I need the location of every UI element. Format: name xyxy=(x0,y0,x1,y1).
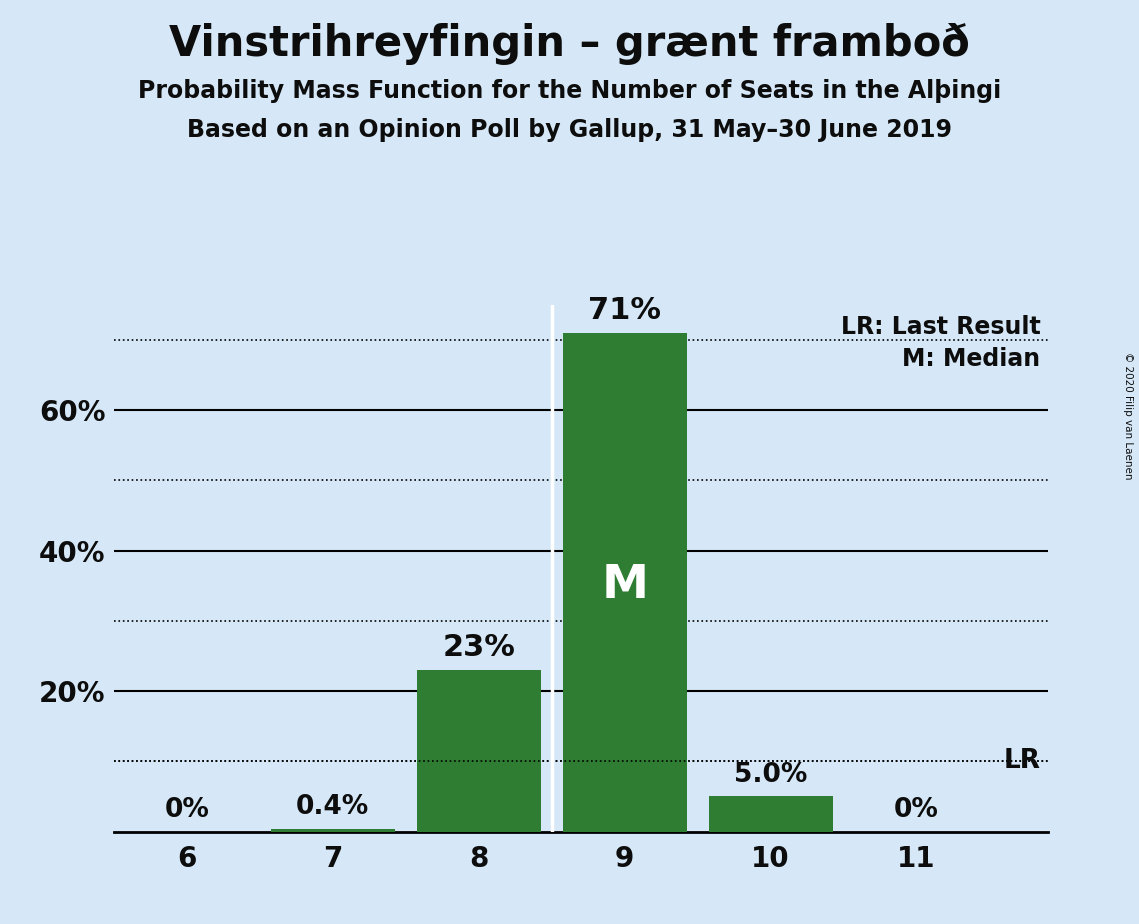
Text: 0%: 0% xyxy=(164,797,210,823)
Text: LR: LR xyxy=(1003,748,1041,774)
Text: 23%: 23% xyxy=(442,633,515,662)
Text: © 2020 Filip van Laenen: © 2020 Filip van Laenen xyxy=(1123,352,1133,480)
Text: 0.4%: 0.4% xyxy=(296,795,369,821)
Text: 71%: 71% xyxy=(588,296,661,324)
Text: M: Median: M: Median xyxy=(902,347,1041,371)
Text: 5.0%: 5.0% xyxy=(734,762,808,788)
Text: Vinstrihreyfingin – grænt framboð: Vinstrihreyfingin – grænt framboð xyxy=(169,23,970,65)
Text: LR: Last Result: LR: Last Result xyxy=(841,315,1041,339)
Text: M: M xyxy=(601,564,648,608)
Bar xyxy=(708,796,833,832)
Bar xyxy=(271,829,395,832)
Text: Probability Mass Function for the Number of Seats in the Alþingi: Probability Mass Function for the Number… xyxy=(138,79,1001,103)
Bar xyxy=(563,333,687,832)
Text: 0%: 0% xyxy=(894,797,939,823)
Bar xyxy=(417,670,541,832)
Text: Based on an Opinion Poll by Gallup, 31 May–30 June 2019: Based on an Opinion Poll by Gallup, 31 M… xyxy=(187,118,952,142)
